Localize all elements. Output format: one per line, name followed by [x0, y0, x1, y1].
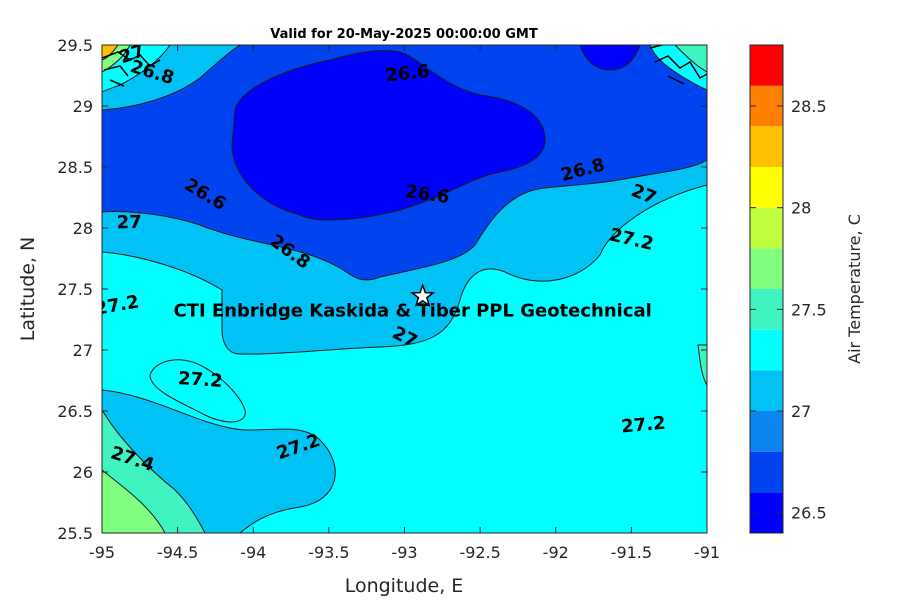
y-tick-label: 28.5 — [57, 158, 93, 177]
band-26.4-to-26.6-ne — [579, 45, 641, 71]
colorbar-swatch — [750, 451, 783, 493]
band-26.4-to-26.6 — [231, 49, 546, 221]
y-axis-label: Latitude, N — [17, 237, 39, 342]
y-tick-label: 27 — [73, 341, 93, 360]
colorbar-swatch — [750, 248, 783, 289]
colorbar-tick-label: 28.5 — [791, 97, 827, 116]
y-tick-label: 26.5 — [57, 402, 93, 421]
y-tick-label: 25.5 — [57, 524, 93, 543]
colorbar-swatch — [750, 167, 783, 208]
y-tick-label: 29.5 — [57, 36, 93, 55]
y-axis: 25.5 26 26.5 27 27.5 28 28.5 29 29.5 — [57, 36, 707, 543]
contour-label: 27.2 — [620, 413, 666, 438]
x-axis-label: Longitude, E — [345, 575, 464, 597]
y-tick-label: 27.5 — [57, 280, 93, 299]
x-tick-label: -93.5 — [308, 543, 349, 562]
site-star-icon — [410, 283, 436, 308]
x-tick-label: -92.5 — [459, 543, 500, 562]
contour-label: 27 — [117, 212, 142, 233]
ne-corner-warmer — [674, 45, 707, 73]
site-marker-group: CTI Enbridge Kaskida & Tiber PPL Geotech… — [173, 283, 652, 321]
y-tick-label: 26 — [73, 463, 93, 482]
x-tick-label: -95 — [89, 543, 115, 562]
colorbar-swatch — [750, 207, 783, 249]
y-tick-label: 28 — [73, 219, 93, 238]
colorbar-tick-label: 26.5 — [791, 504, 827, 523]
contour-label: 27 — [117, 40, 148, 68]
y-tick-label: 29 — [73, 97, 93, 116]
band-27.2-to-27.4-east — [697, 344, 707, 386]
colorbar-tick-label: 27 — [791, 402, 811, 421]
chart-title: Valid for 20-May-2025 00:00:00 GMT — [270, 27, 538, 42]
contour-label: 27.2 — [177, 368, 223, 392]
colorbar-tick-label: 28 — [791, 199, 811, 218]
colorbar-tick-label: 27.5 — [791, 300, 827, 319]
band-27-pocket — [149, 359, 246, 423]
colorbar-swatch — [750, 329, 783, 371]
colorbar-swatch — [750, 45, 783, 86]
colorbar-frame — [749, 44, 784, 534]
x-tick-label: -94.5 — [157, 543, 198, 562]
coastline-nw — [102, 51, 161, 87]
site-label: CTI Enbridge Kaskida & Tiber PPL Geotech… — [173, 300, 651, 321]
colorbar: 26.5 27 27.5 28 28.5 — [749, 44, 827, 534]
x-axis: -95 -94.5 -94 -93.5 -93 -92.5 -92 -91.5 -91 — [89, 45, 720, 562]
x-tick-label: -91 — [694, 543, 720, 562]
x-tick-label: -93 — [391, 543, 417, 562]
contour-label: 26.6 — [384, 61, 430, 87]
x-tick-label: -94 — [240, 543, 266, 562]
colorbar-swatch — [750, 370, 783, 411]
colorbar-swatch — [750, 126, 783, 167]
x-tick-label: -92 — [543, 543, 569, 562]
colorbar-swatch — [750, 411, 783, 452]
colorbar-label: Air Temperature, C — [845, 214, 864, 364]
x-tick-label: -91.5 — [611, 543, 652, 562]
